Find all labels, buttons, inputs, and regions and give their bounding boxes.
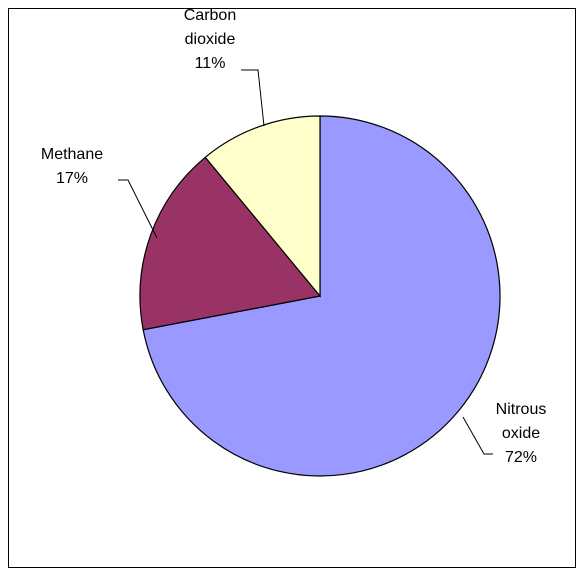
leader-line-methane xyxy=(118,179,158,239)
slice-methane xyxy=(139,156,322,331)
slice-category-label: Nitrous xyxy=(496,401,547,418)
leader-line-carbon-dioxide xyxy=(241,69,265,127)
slice-carbon-dioxide xyxy=(204,115,321,298)
slice-nitrous-oxide xyxy=(142,115,501,477)
leader-lines xyxy=(118,69,493,455)
pie-chart: Nitrous oxide 72% Methane 17% Carbon dioxide 11… xyxy=(41,7,546,477)
slice-labels: Nitrous oxide 72% Methane 17% Carbon dioxide 11… xyxy=(41,7,546,466)
slice-category-label: dioxide xyxy=(185,31,236,48)
slice-percent-label: 17% xyxy=(56,170,88,187)
slice-percent-label: 11% xyxy=(195,55,226,72)
slice-category-label: Carbon xyxy=(184,7,236,24)
pie-slices xyxy=(139,115,501,477)
slice-category-label: Methane xyxy=(41,146,103,163)
slice-category-label: oxide xyxy=(502,425,540,442)
slice-percent-label: 72% xyxy=(505,449,537,466)
leader-line-nitrous-oxide xyxy=(462,416,493,455)
